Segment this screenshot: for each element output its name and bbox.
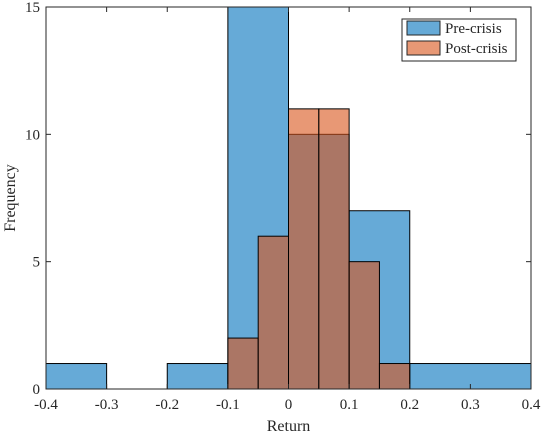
bar-pre-crisis-1 xyxy=(166,363,229,390)
bar-post-crisis-1 xyxy=(257,235,289,390)
x-tick-label: -0.1 xyxy=(216,397,240,413)
x-axis-label: Return xyxy=(267,418,311,435)
bar-post-crisis-2 xyxy=(288,108,320,390)
bar-post-crisis-5 xyxy=(378,363,411,390)
x-tick-label: 0.2 xyxy=(400,397,419,413)
x-tick-label: 0.1 xyxy=(340,397,359,413)
legend-swatch-pre-crisis xyxy=(406,20,441,36)
y-tick-label: 0 xyxy=(33,382,41,398)
bars-layer xyxy=(45,6,532,390)
ticks-layer: -0.4 -0.3 -0.2 -0.1 0 0.1 0.2 0.3 0.4 0 5 10 15 xyxy=(25,0,541,413)
y-axis-label: Frequency xyxy=(2,164,19,232)
y-tick-label: 5 xyxy=(33,255,41,271)
y-tick-label: 15 xyxy=(25,0,40,16)
bar-post-crisis-0 xyxy=(227,337,259,390)
x-tick-label: -0.4 xyxy=(34,397,58,413)
bar-post-crisis-4 xyxy=(348,261,380,390)
x-tick-label: 0.4 xyxy=(522,397,541,413)
x-tick-label: 0.3 xyxy=(461,397,480,413)
y-tick-label: 10 xyxy=(25,127,40,143)
legend-label-pre-crisis: Pre-crisis xyxy=(445,21,502,37)
legend: Pre-crisis Post-crisis xyxy=(401,18,517,62)
bar-post-crisis-3 xyxy=(318,108,350,390)
legend-swatch-post-crisis xyxy=(406,40,441,56)
x-tick-label: 0 xyxy=(285,397,293,413)
bar-pre-crisis-0 xyxy=(45,363,108,390)
x-tick-label: -0.3 xyxy=(95,397,119,413)
legend-label-post-crisis: Post-crisis xyxy=(445,41,508,57)
x-tick-label: -0.2 xyxy=(155,397,179,413)
